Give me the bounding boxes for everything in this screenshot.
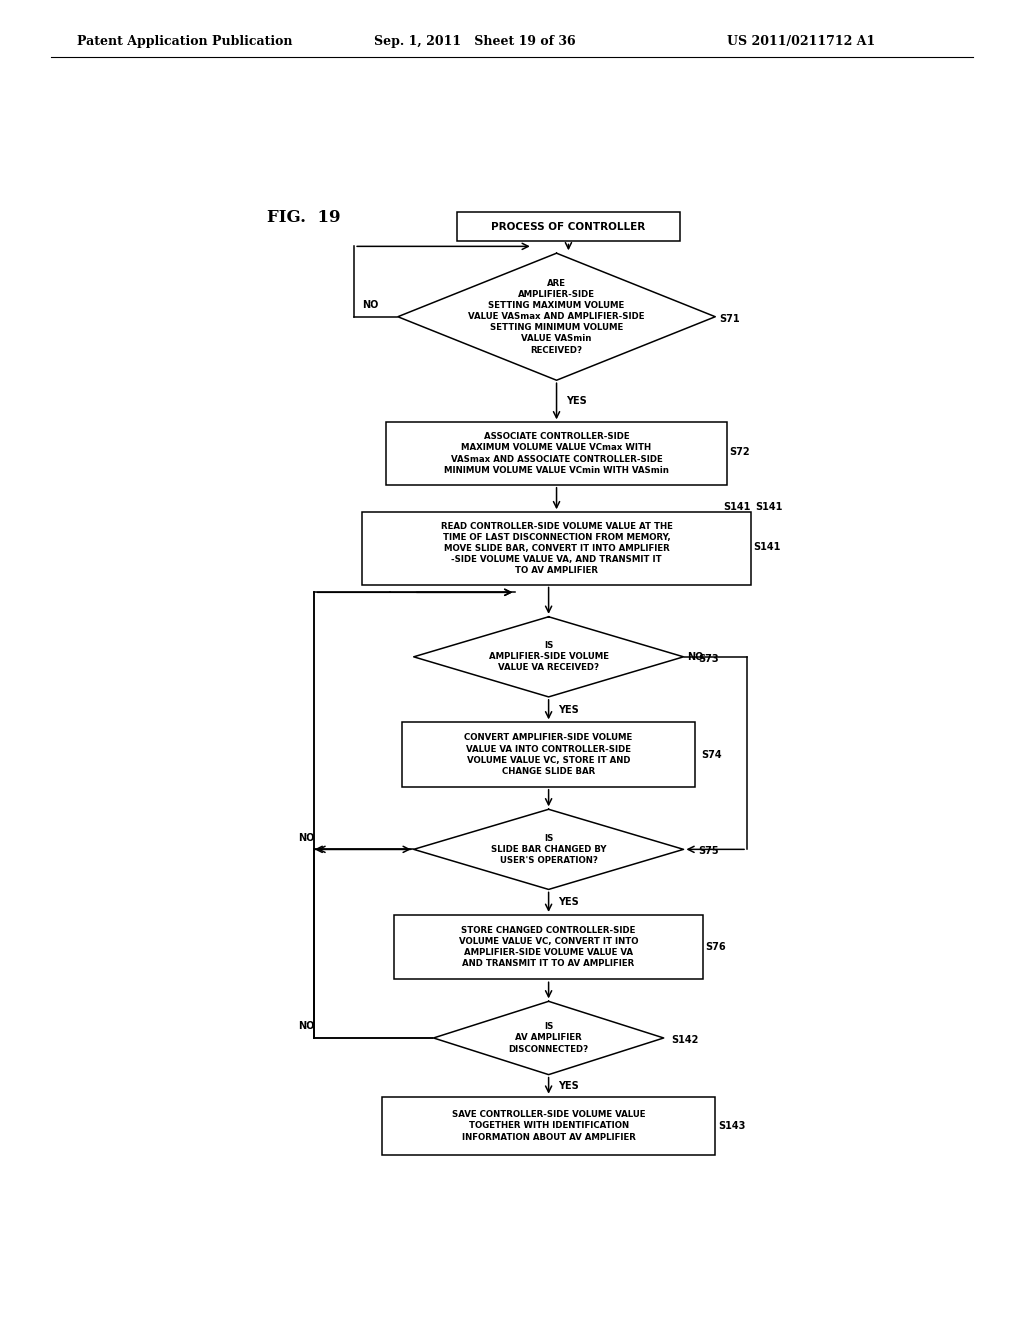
Text: S141: S141	[724, 502, 751, 512]
Polygon shape	[414, 809, 684, 890]
Text: US 2011/0211712 A1: US 2011/0211712 A1	[727, 34, 876, 48]
Text: S74: S74	[701, 750, 722, 759]
Text: S73: S73	[697, 653, 719, 664]
Text: S71: S71	[719, 314, 740, 323]
Polygon shape	[397, 253, 715, 380]
Text: READ CONTROLLER-SIDE VOLUME VALUE AT THE
TIME OF LAST DISCONNECTION FROM MEMORY,: READ CONTROLLER-SIDE VOLUME VALUE AT THE…	[440, 521, 673, 576]
Text: YES: YES	[558, 1081, 579, 1090]
Text: S143: S143	[719, 1121, 745, 1131]
Bar	[458, 213, 680, 242]
Text: S75: S75	[697, 846, 719, 857]
Text: NO: NO	[687, 652, 703, 661]
Text: S76: S76	[706, 942, 726, 952]
Bar	[382, 1097, 715, 1155]
Bar	[386, 422, 727, 484]
Text: YES: YES	[558, 705, 579, 714]
Text: IS
AMPLIFIER-SIDE VOLUME
VALUE VA RECEIVED?: IS AMPLIFIER-SIDE VOLUME VALUE VA RECEIV…	[488, 642, 608, 672]
Text: Patent Application Publication: Patent Application Publication	[77, 34, 292, 48]
Text: Sep. 1, 2011   Sheet 19 of 36: Sep. 1, 2011 Sheet 19 of 36	[374, 34, 575, 48]
Bar	[401, 722, 695, 787]
Text: S72: S72	[729, 446, 751, 457]
Text: IS
AV AMPLIFIER
DISCONNECTED?: IS AV AMPLIFIER DISCONNECTED?	[509, 1023, 589, 1053]
Text: YES: YES	[558, 898, 579, 907]
Text: S141: S141	[755, 502, 782, 512]
Text: STORE CHANGED CONTROLLER-SIDE
VOLUME VALUE VC, CONVERT IT INTO
AMPLIFIER-SIDE VO: STORE CHANGED CONTROLLER-SIDE VOLUME VAL…	[459, 925, 638, 969]
Bar	[394, 915, 703, 979]
Text: NO: NO	[362, 300, 379, 310]
Text: S141: S141	[754, 543, 780, 552]
Text: ASSOCIATE CONTROLLER-SIDE
MAXIMUM VOLUME VALUE VCmax WITH
VASmax AND ASSOCIATE C: ASSOCIATE CONTROLLER-SIDE MAXIMUM VOLUME…	[444, 433, 669, 475]
Text: NO: NO	[299, 1022, 315, 1031]
Text: PROCESS OF CONTROLLER: PROCESS OF CONTROLLER	[492, 222, 645, 232]
Text: NO: NO	[299, 833, 315, 842]
Text: IS
SLIDE BAR CHANGED BY
USER'S OPERATION?: IS SLIDE BAR CHANGED BY USER'S OPERATION…	[490, 834, 606, 865]
Bar	[362, 512, 751, 585]
Text: CONVERT AMPLIFIER-SIDE VOLUME
VALUE VA INTO CONTROLLER-SIDE
VOLUME VALUE VC, STO: CONVERT AMPLIFIER-SIDE VOLUME VALUE VA I…	[465, 734, 633, 776]
Text: YES: YES	[566, 396, 587, 407]
Text: ARE
AMPLIFIER-SIDE
SETTING MAXIMUM VOLUME
VALUE VASmax AND AMPLIFIER-SIDE
SETTIN: ARE AMPLIFIER-SIDE SETTING MAXIMUM VOLUM…	[468, 279, 645, 355]
Text: S142: S142	[672, 1035, 699, 1045]
Text: FIG.  19: FIG. 19	[267, 209, 340, 226]
Polygon shape	[414, 616, 684, 697]
Polygon shape	[433, 1002, 664, 1074]
Text: SAVE CONTROLLER-SIDE VOLUME VALUE
TOGETHER WITH IDENTIFICATION
INFORMATION ABOUT: SAVE CONTROLLER-SIDE VOLUME VALUE TOGETH…	[452, 1110, 645, 1142]
